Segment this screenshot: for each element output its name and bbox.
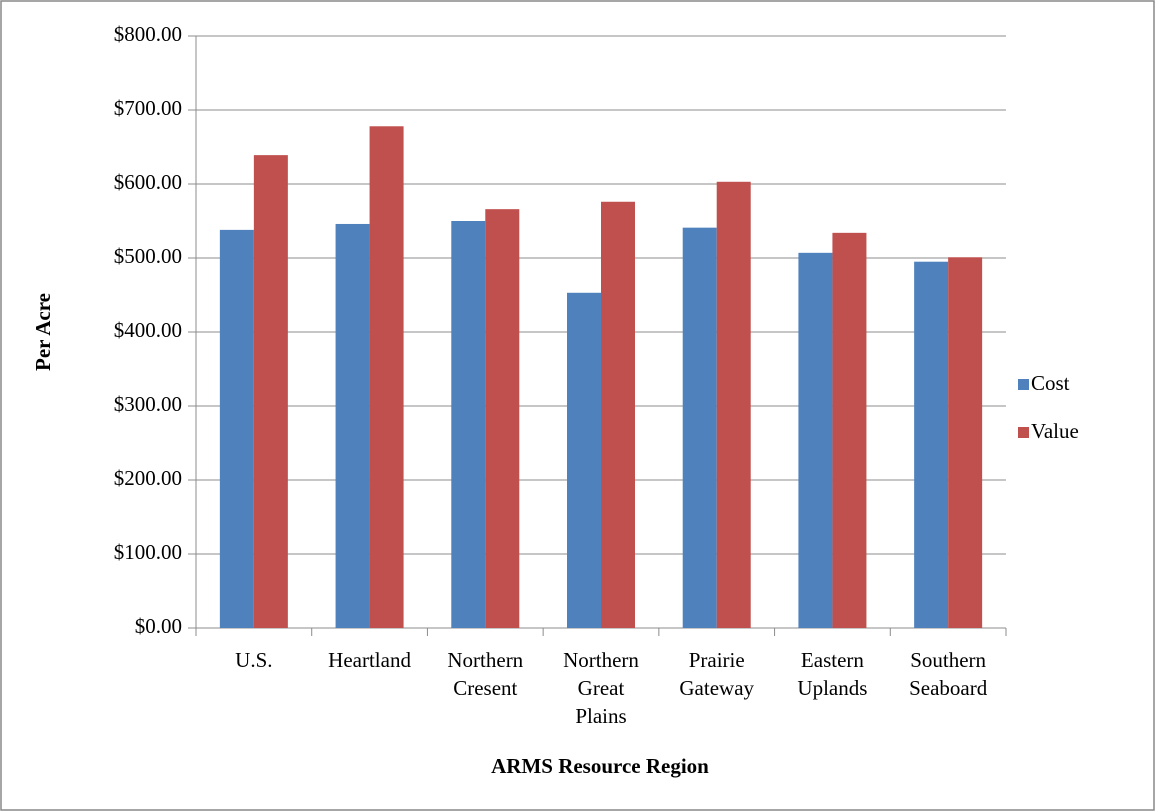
bar	[451, 221, 486, 628]
y-tick-label: $700.00	[114, 96, 182, 120]
legend-label: Cost	[1031, 371, 1070, 395]
bar	[601, 201, 635, 628]
y-tick-label: $800.00	[114, 22, 182, 46]
bar	[567, 292, 601, 628]
y-tick-label: $100.00	[114, 540, 182, 564]
legend-swatch	[1018, 427, 1029, 438]
bar	[948, 257, 983, 628]
bar	[682, 227, 717, 628]
bar	[485, 209, 520, 628]
bar	[798, 252, 833, 628]
legend-swatch	[1018, 379, 1029, 390]
y-tick-label: $600.00	[114, 170, 182, 194]
bar	[219, 229, 254, 628]
legend-label: Value	[1031, 419, 1079, 443]
x-tick-label: Prairie Gateway	[679, 648, 754, 700]
bar	[716, 181, 751, 628]
y-tick-label: $0.00	[135, 614, 182, 638]
bar	[832, 232, 867, 628]
x-tick-label: Eastern Uplands	[797, 648, 867, 700]
y-tick-label: $500.00	[114, 244, 182, 268]
bar	[335, 223, 370, 628]
y-tick-label: $200.00	[114, 466, 182, 490]
x-tick-label: Northern Cresent	[447, 648, 523, 700]
x-tick-label: U.S.	[235, 648, 272, 672]
y-axis-title: Per Acre	[31, 293, 55, 371]
y-tick-label: $300.00	[114, 392, 182, 416]
x-tick-label: Southern Seaboard	[909, 648, 988, 700]
bar	[914, 261, 949, 628]
y-tick-label: $400.00	[114, 318, 182, 342]
x-tick-label: Heartland	[328, 648, 411, 672]
x-axis-title: ARMS Resource Region	[491, 754, 709, 778]
bar	[253, 155, 288, 628]
bar	[369, 126, 404, 628]
x-tick-label: Northern Great Plains	[563, 648, 639, 728]
